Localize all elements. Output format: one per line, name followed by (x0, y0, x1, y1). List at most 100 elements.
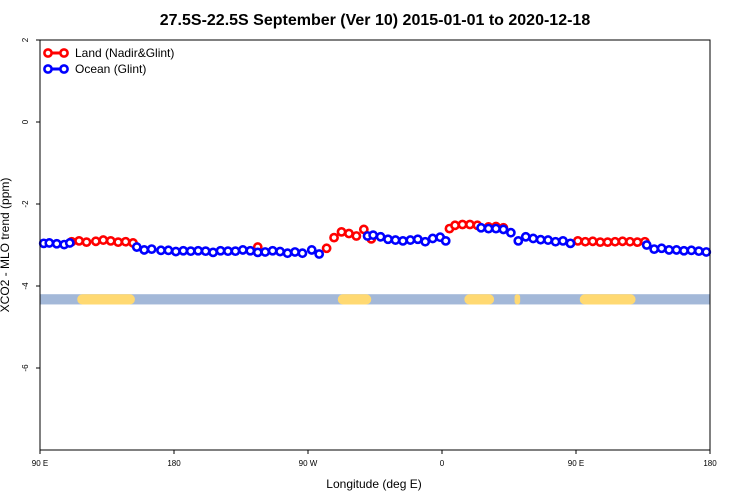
data-point (237, 245, 248, 255)
data-point (491, 223, 501, 234)
data-point (170, 246, 181, 257)
data-point (260, 247, 271, 257)
land-segment-3 (464, 294, 495, 305)
data-point (275, 246, 285, 257)
data-point (252, 247, 263, 258)
series-ocean (38, 222, 712, 259)
data-point (664, 245, 674, 255)
y-tick-label: -6 (21, 364, 30, 372)
data-point (440, 235, 451, 246)
data-point (208, 247, 218, 258)
legend-marker (43, 48, 53, 58)
data-point (505, 227, 516, 238)
data-point (336, 226, 347, 237)
data-point (602, 237, 613, 248)
data-point (200, 246, 211, 257)
data-point (146, 244, 157, 254)
data-point (558, 235, 568, 246)
data-point (686, 245, 697, 256)
data-point (215, 245, 226, 256)
data-point (44, 238, 55, 248)
data-point (375, 231, 386, 242)
data-point (178, 245, 189, 256)
data-point (520, 231, 531, 242)
legend-label: Land (Nadir&Glint) (75, 46, 174, 60)
y-axis-ticks: 2 0 -2 -4 -6 (21, 37, 40, 372)
data-point (223, 246, 233, 257)
ocean-band (40, 294, 710, 305)
x-tick-label: 180 (703, 459, 717, 468)
legend: Land (Nadir&Glint) Ocean (Glint) (43, 46, 174, 76)
data-point (535, 234, 546, 245)
data-point (565, 238, 576, 249)
data-point (120, 236, 131, 247)
data-point (306, 245, 317, 255)
data-point (412, 234, 423, 245)
x-tick-label: 90 E (568, 459, 584, 468)
data-point (398, 235, 408, 246)
data-point (595, 237, 606, 248)
chart-title: 27.5S-22.5S September (Ver 10) 2015-01-0… (160, 12, 591, 29)
y-axis-label: XCO2 - MLO trend (ppm) (0, 178, 12, 313)
data-point (105, 235, 116, 246)
data-point (390, 235, 401, 245)
data-point (74, 235, 84, 246)
data-point (693, 246, 704, 257)
data-point (476, 222, 486, 233)
x-tick-label: 90 W (299, 459, 318, 468)
data-point (587, 236, 598, 247)
data-point (420, 236, 431, 247)
data-point (641, 240, 652, 250)
data-point (64, 238, 75, 248)
data-point (163, 245, 174, 256)
land-ocean-band (40, 294, 710, 305)
y-tick-label: -4 (21, 282, 30, 290)
data-point (625, 236, 635, 247)
legend-item-land: Land (Nadir&Glint) (43, 46, 174, 60)
data-point (131, 242, 142, 252)
x-tick-label: 180 (167, 459, 181, 468)
data-point (656, 243, 667, 254)
x-tick-label: 90 E (32, 459, 48, 468)
data-point (156, 245, 166, 256)
data-point (193, 245, 204, 256)
data-point (450, 220, 460, 231)
data-point (314, 249, 325, 259)
data-point (290, 247, 300, 257)
data-point (550, 236, 561, 247)
data-point (297, 248, 308, 259)
data-points (38, 219, 712, 259)
plot-frame (39, 39, 711, 451)
data-point (139, 245, 150, 255)
legend-marker (59, 48, 69, 58)
data-point (679, 245, 689, 256)
data-point (457, 219, 468, 230)
data-point (368, 230, 379, 241)
data-point (427, 233, 438, 244)
data-point (513, 235, 524, 246)
y-tick-label: -2 (21, 200, 30, 208)
data-point (498, 224, 509, 235)
y-tick-label: 2 (21, 37, 30, 42)
data-point (632, 237, 643, 248)
x-axis-ticks: 90 E 180 90 W 0 90 E 180 (32, 450, 717, 468)
data-point (113, 237, 124, 248)
land-segment-1 (77, 294, 135, 305)
data-point (90, 236, 101, 247)
x-tick-label: 0 (440, 459, 445, 468)
y-tick-label: 0 (21, 119, 30, 124)
data-point (245, 245, 256, 256)
land-segment-2 (337, 294, 372, 305)
data-point (572, 235, 583, 246)
data-point (51, 238, 62, 249)
data-point (321, 243, 332, 254)
data-point (483, 223, 494, 234)
data-point (383, 234, 393, 245)
x-axis-label: Longitude (deg E) (326, 477, 421, 491)
data-point (671, 245, 682, 255)
data-point (617, 236, 628, 247)
data-point (329, 232, 339, 243)
data-point (405, 235, 416, 245)
legend-item-ocean: Ocean (Glint) (43, 62, 146, 76)
